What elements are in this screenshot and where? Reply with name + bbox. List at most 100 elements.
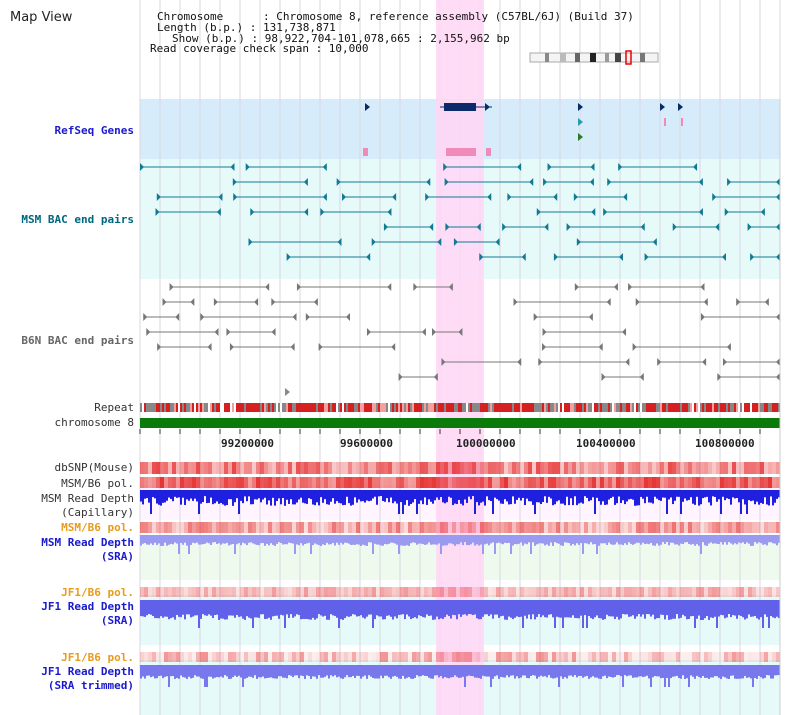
repeat-mark bbox=[540, 403, 542, 412]
bac-end bbox=[776, 253, 780, 261]
depth-bar bbox=[454, 490, 456, 504]
repeat-mark bbox=[332, 403, 334, 412]
depth-bar bbox=[628, 535, 630, 543]
msm-read-depth-sra-label[interactable]: MSM Read Depth (SRA) bbox=[41, 536, 134, 564]
heat-mark bbox=[208, 477, 212, 488]
heat-mark bbox=[180, 522, 184, 533]
repeat-mark bbox=[250, 403, 252, 412]
depth-bar bbox=[256, 600, 258, 618]
jf1-read-depth-trimmed-label[interactable]: JF1 Read Depth (SRA trimmed) bbox=[41, 665, 134, 693]
depth-bar bbox=[724, 665, 726, 678]
heat-mark bbox=[436, 652, 440, 662]
heat-mark bbox=[568, 477, 572, 488]
repeat-mark bbox=[490, 403, 492, 412]
depth-bar bbox=[388, 490, 390, 503]
bac-end bbox=[536, 208, 541, 216]
depth-bar bbox=[210, 535, 212, 546]
depth-bar bbox=[476, 490, 478, 503]
repeat-mark bbox=[530, 403, 532, 412]
depth-bar bbox=[140, 535, 142, 546]
depth-bar bbox=[538, 535, 540, 544]
depth-bar bbox=[440, 535, 442, 554]
heat-mark bbox=[508, 522, 512, 533]
depth-bar bbox=[410, 600, 412, 620]
depth-bar bbox=[702, 665, 704, 677]
depth-bar bbox=[412, 535, 414, 543]
depth-bar bbox=[592, 535, 594, 545]
depth-bar bbox=[444, 490, 446, 504]
repeat-mark bbox=[722, 403, 724, 412]
depth-bar bbox=[258, 600, 260, 618]
heat-mark bbox=[340, 652, 344, 662]
bac-end bbox=[533, 313, 538, 321]
depth-bar bbox=[522, 535, 524, 546]
depth-bar bbox=[490, 665, 492, 687]
repeat-mark bbox=[434, 403, 436, 412]
depth-bar bbox=[398, 490, 400, 514]
depth-bar bbox=[530, 535, 532, 554]
depth-bar bbox=[614, 665, 616, 677]
depth-bar bbox=[308, 600, 310, 620]
depth-bar bbox=[362, 600, 364, 618]
b6n-bac-label[interactable]: B6N BAC end pairs bbox=[21, 334, 134, 347]
heat-mark bbox=[376, 462, 380, 474]
heat-mark bbox=[484, 462, 488, 474]
depth-bar bbox=[344, 600, 346, 619]
heat-mark bbox=[464, 587, 468, 597]
depth-bar bbox=[652, 535, 654, 546]
depth-bar bbox=[168, 600, 170, 620]
depth-bar bbox=[758, 535, 760, 543]
heat-mark bbox=[724, 652, 728, 662]
depth-bar bbox=[292, 535, 294, 544]
depth-bar bbox=[760, 535, 762, 544]
depth-bar bbox=[380, 600, 382, 617]
depth-bar bbox=[386, 600, 388, 616]
depth-bar bbox=[320, 665, 322, 678]
bac-end bbox=[250, 208, 255, 216]
depth-bar bbox=[686, 665, 688, 679]
bac-end bbox=[429, 223, 434, 231]
repeat-mark bbox=[470, 403, 472, 412]
depth-bar bbox=[628, 665, 630, 676]
depth-bar bbox=[510, 600, 512, 618]
msm-bac-label[interactable]: MSM BAC end pairs bbox=[21, 213, 134, 226]
depth-bar bbox=[368, 535, 370, 543]
depth-bar bbox=[316, 665, 318, 679]
repeat-mark bbox=[452, 403, 454, 412]
heat-mark bbox=[548, 652, 552, 662]
depth-bar bbox=[442, 490, 444, 503]
depth-bar bbox=[194, 490, 196, 499]
repeat-mark bbox=[248, 403, 250, 412]
jf1-read-depth-sra-label[interactable]: JF1 Read Depth (SRA) bbox=[41, 600, 134, 628]
depth-bar bbox=[248, 535, 250, 543]
heat-mark bbox=[144, 462, 148, 474]
heat-mark bbox=[540, 587, 544, 597]
depth-bar bbox=[400, 535, 402, 546]
refseq-genes-label[interactable]: RefSeq Genes bbox=[54, 124, 134, 137]
bac-end bbox=[444, 178, 449, 186]
repeat-mark bbox=[238, 403, 240, 412]
depth-bar bbox=[448, 535, 450, 544]
depth-bar bbox=[296, 665, 298, 676]
depth-bar bbox=[244, 535, 246, 544]
heat-mark bbox=[224, 587, 228, 597]
heat-mark bbox=[480, 587, 484, 597]
heat-mark bbox=[180, 477, 184, 488]
heat-mark bbox=[476, 477, 480, 488]
depth-bar bbox=[420, 535, 422, 544]
heat-mark bbox=[244, 462, 248, 474]
heat-mark bbox=[608, 522, 612, 533]
depth-bar bbox=[582, 490, 584, 504]
depth-bar bbox=[564, 535, 566, 543]
depth-bar bbox=[248, 600, 250, 618]
heat-mark bbox=[232, 462, 236, 474]
heat-mark bbox=[772, 587, 776, 597]
repeat-mark bbox=[754, 403, 756, 412]
depth-bar bbox=[542, 600, 544, 616]
depth-bar bbox=[504, 490, 506, 500]
repeat-mark bbox=[512, 403, 514, 412]
depth-bar bbox=[440, 600, 442, 619]
depth-bar bbox=[296, 535, 298, 545]
depth-bar bbox=[554, 490, 556, 505]
heat-mark bbox=[196, 587, 200, 597]
